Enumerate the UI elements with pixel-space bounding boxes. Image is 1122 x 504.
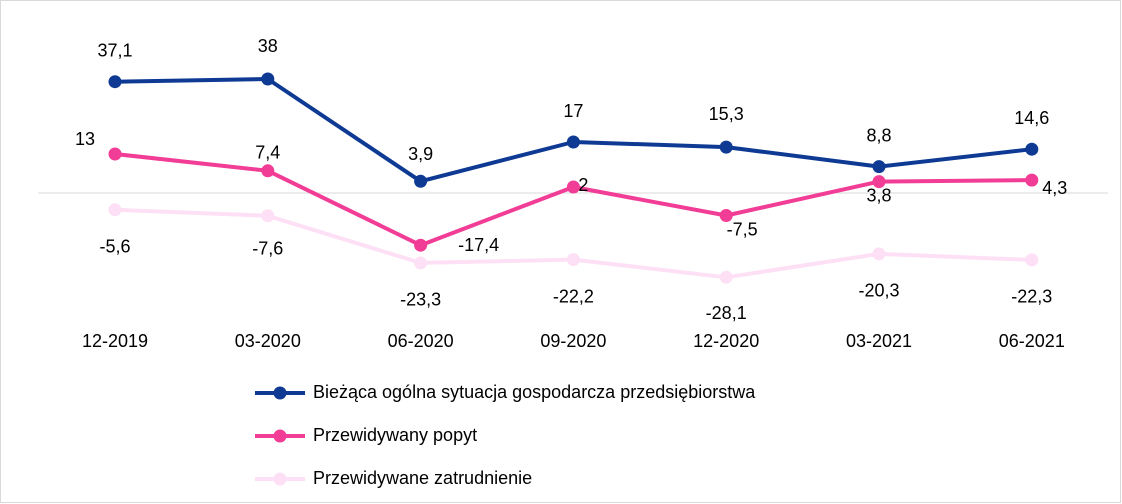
data-label: 3,9 [408,144,433,164]
legend-label: Przewidywany popyt [313,425,477,445]
x-tick-label: 12-2019 [82,331,148,351]
data-label: -28,1 [706,303,747,323]
data-label: 2 [578,175,588,195]
point [566,135,580,149]
point [566,180,580,194]
point [414,256,428,270]
data-label: 37,1 [97,40,132,60]
data-label: -17,4 [458,235,499,255]
point [566,253,580,267]
point [872,247,886,261]
point [261,72,275,86]
data-label: 13 [75,129,95,149]
point [1025,253,1039,267]
x-tick-label: 06-2020 [388,331,454,351]
point [719,140,733,154]
point [108,75,122,89]
x-tick-label: 03-2020 [235,331,301,351]
data-label: -22,3 [1011,287,1052,307]
data-label: 7,4 [255,143,280,163]
data-label: -20,3 [858,281,899,301]
point [872,175,886,189]
data-label: 38 [258,36,278,56]
point [414,174,428,188]
point [414,238,428,252]
data-label: 17 [563,101,583,121]
data-label: -7,5 [727,219,758,239]
x-tick-label: 06-2021 [999,331,1065,351]
point [872,160,886,174]
point [1025,142,1039,156]
data-label: -5,6 [99,237,130,257]
legend-marker [273,429,287,443]
point [261,209,275,223]
point [108,203,122,217]
point [719,209,733,222]
data-label: 4,3 [1042,178,1067,198]
data-label: 3,8 [866,185,891,205]
point [1025,173,1039,187]
data-label: 8,8 [866,125,891,145]
legend-label: Przewidywane zatrudnienie [313,468,532,488]
point [108,147,122,161]
data-label: -22,2 [553,286,594,306]
x-tick-label: 03-2021 [846,331,912,351]
point [719,270,733,284]
data-label: -23,3 [400,290,441,310]
x-tick-label: 09-2020 [540,331,606,351]
data-label: 15,3 [709,104,744,124]
legend-label: Bieżąca ogólna sytuacja gospodarcza prze… [313,382,756,402]
data-label: 14,6 [1014,108,1049,128]
data-label: -7,6 [252,239,283,259]
legend-marker [273,386,287,400]
point [261,164,275,178]
x-tick-label: 12-2020 [693,331,759,351]
legend-marker [273,472,287,486]
